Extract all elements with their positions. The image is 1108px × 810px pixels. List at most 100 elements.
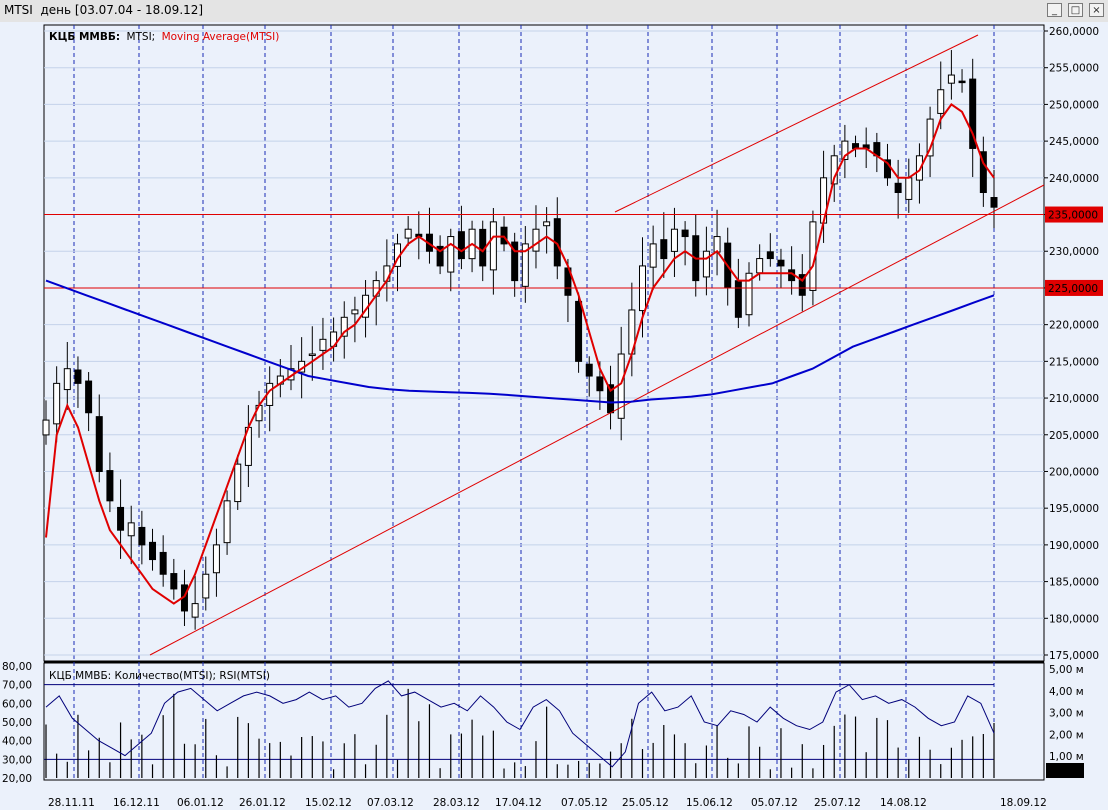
rsi-tick-label: 40,00 xyxy=(2,736,32,748)
volume-tick-label: 2,00 м xyxy=(1049,729,1084,741)
upper-trend-line[interactable] xyxy=(614,34,979,213)
candle-body xyxy=(713,236,721,253)
candle-body xyxy=(745,272,753,316)
candle-body xyxy=(308,353,316,357)
candle-body xyxy=(447,236,455,273)
y-tick-label: 195,0000 xyxy=(1049,503,1099,515)
y-tick-label: 190,0000 xyxy=(1049,540,1099,552)
candle-body xyxy=(511,241,519,282)
price-level-labels: 235,0000 225,0000 xyxy=(1045,206,1103,296)
candle-body xyxy=(969,78,977,149)
y-tick-label: 230,0000 xyxy=(1049,246,1099,258)
y-tick-label: 260,0000 xyxy=(1049,26,1099,38)
close-button[interactable]: × xyxy=(1089,3,1104,17)
y-tick-label: 220,0000 xyxy=(1049,320,1099,332)
y-tick-label: 200,0000 xyxy=(1049,466,1099,478)
rsi-tick-label: 70,00 xyxy=(2,680,32,692)
candle-body xyxy=(532,228,540,252)
candle-body xyxy=(74,369,82,384)
volume-bars xyxy=(45,688,995,778)
last-volume-marker: 0,26 м xyxy=(1046,763,1085,778)
candle-body xyxy=(85,380,93,414)
x-tick-label: 25.05.12 xyxy=(622,797,669,809)
rsi-tick-label: 50,00 xyxy=(2,717,32,729)
candle-body xyxy=(734,280,742,318)
y-tick-label: 245,0000 xyxy=(1049,136,1099,148)
candle-body xyxy=(543,221,551,227)
rsi-line xyxy=(45,680,995,768)
rsi-tick-label: 60,00 xyxy=(2,698,32,710)
price-level-box xyxy=(1045,206,1103,223)
x-tick-label: 16.12.11 xyxy=(113,797,160,809)
window-title: MTSI день [03.07.04 - 18.09.12] xyxy=(4,3,204,17)
candle-body xyxy=(649,243,657,268)
x-tick-label: 06.01.12 xyxy=(177,797,224,809)
candle-body xyxy=(351,309,359,315)
candle-body xyxy=(756,258,764,274)
rsi-axis: 80,00 70,00 60,00 50,00 40,00 30,00 20,00 xyxy=(2,661,994,785)
rsi-tick-label: 30,00 xyxy=(2,754,32,766)
trend-channel xyxy=(149,34,1045,656)
x-tick-label: 07.03.12 xyxy=(367,797,414,809)
candle-body xyxy=(138,526,146,546)
candle-body xyxy=(798,274,806,296)
candle-body xyxy=(596,376,604,392)
candle-body xyxy=(149,541,157,561)
candle-body xyxy=(521,243,529,287)
volume-tick-label: 4,00 м xyxy=(1049,686,1084,698)
date-axis[interactable]: 28.11.11 16.12.11 06.01.12 26.01.12 15.02.12… xyxy=(48,797,1047,809)
x-tick-label: 28.11.11 xyxy=(48,797,95,809)
y-tick-label: 180,0000 xyxy=(1049,613,1099,625)
price-level-box xyxy=(1045,279,1103,296)
candle-body xyxy=(489,221,497,271)
last-volume-label: 0,26 м xyxy=(1050,766,1085,778)
volume-tick-label: 5,00 м xyxy=(1049,664,1084,676)
candle-body xyxy=(404,228,412,239)
long-moving-average-line xyxy=(45,279,995,404)
main-legend-indicator: Moving Average(MTSI) xyxy=(162,31,280,43)
candle-body xyxy=(95,416,103,472)
x-tick-label: 14.08.12 xyxy=(880,797,927,809)
lower-legend: КЦБ ММВБ: Количество(MTSI); RSI(MTSI) xyxy=(49,670,270,682)
candle-body xyxy=(127,522,135,537)
candle-body xyxy=(500,226,508,245)
candle-body xyxy=(319,338,327,351)
candle-body xyxy=(777,259,785,267)
rsi-tick-label: 20,00 xyxy=(2,773,32,785)
x-tick-label: 15.02.12 xyxy=(305,797,352,809)
candle-body xyxy=(436,245,444,267)
x-tick-label: 25.07.12 xyxy=(814,797,861,809)
candle-body xyxy=(63,368,71,391)
price-levels xyxy=(44,214,1044,289)
y-tick-label: 185,0000 xyxy=(1049,577,1099,589)
candle-body xyxy=(670,228,678,252)
lower-trend-line[interactable] xyxy=(149,184,1045,656)
candle-body xyxy=(947,74,955,84)
volume-tick-label: 3,00 м xyxy=(1049,708,1084,720)
rsi-tick-label: 80,00 xyxy=(2,661,32,673)
candle-body xyxy=(702,250,710,278)
candle-body xyxy=(894,182,902,194)
candle-body xyxy=(905,177,913,200)
svg-text:КЦБ ММВБ: MTSI; Mo: КЦБ ММВБ: MTSI; Moving Average(MTSI) xyxy=(49,31,279,43)
candle-body xyxy=(681,229,689,238)
maximize-button[interactable]: □ xyxy=(1068,3,1083,17)
main-plot-area xyxy=(43,24,1045,662)
candle-body xyxy=(53,382,61,425)
last-volume-box xyxy=(1046,763,1084,778)
candle-body xyxy=(585,363,593,377)
candle-body xyxy=(191,603,199,618)
moving-average-line xyxy=(45,103,995,605)
x-tick-label: 07.05.12 xyxy=(561,797,608,809)
candle-body xyxy=(937,89,945,114)
y-tick-label: 255,0000 xyxy=(1049,63,1099,75)
candle-body xyxy=(990,197,998,208)
candle-body xyxy=(42,419,50,436)
candle-body xyxy=(117,506,125,531)
x-tick-label: 15.06.12 xyxy=(686,797,733,809)
main-legend-series: MTSI; xyxy=(126,31,155,43)
minimize-button[interactable]: _ xyxy=(1047,3,1062,17)
y-tick-label: 210,0000 xyxy=(1049,393,1099,405)
